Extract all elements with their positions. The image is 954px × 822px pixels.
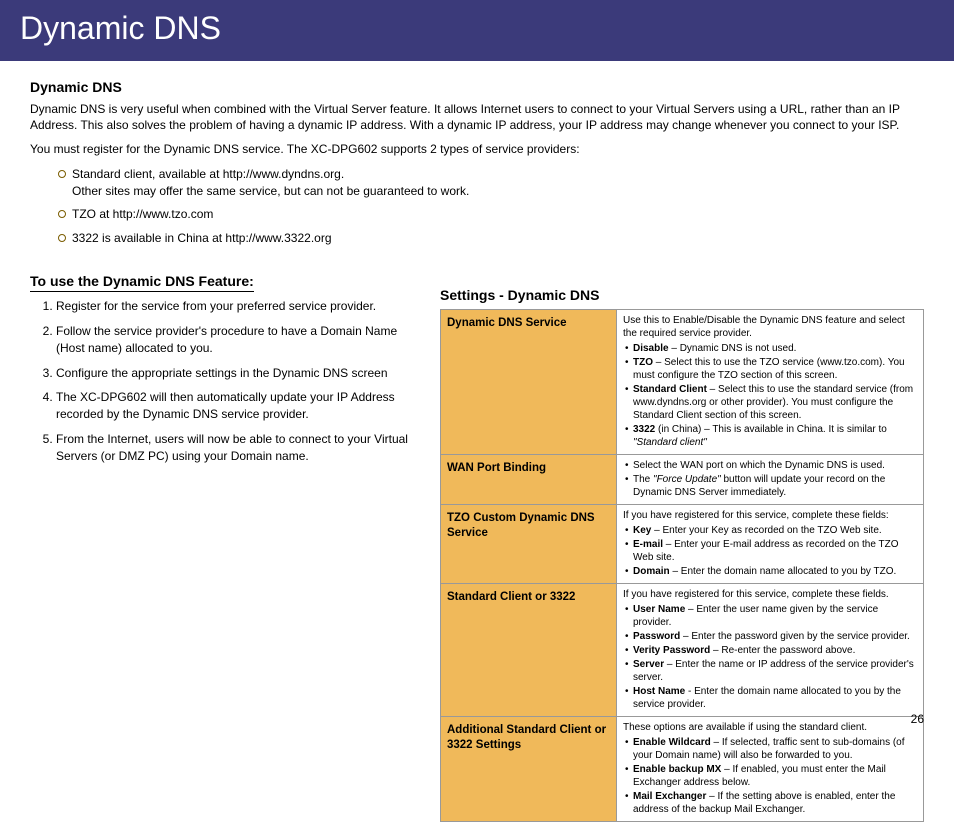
provider-item-standard: Standard client, available at http://www… — [72, 166, 924, 201]
usage-heading: To use the Dynamic DNS Feature: — [30, 273, 254, 292]
intro-p1: Dynamic DNS is very useful when combined… — [30, 101, 924, 133]
page-content: Dynamic DNS Dynamic DNS is very useful w… — [0, 61, 954, 822]
settings-table: Dynamic DNS Service Use this to Enable/D… — [440, 309, 924, 822]
step-3: Configure the appropriate settings in th… — [56, 365, 420, 382]
row-standard: Standard Client or 3322 If you have regi… — [441, 584, 924, 717]
tzo-domain: Domain – Enter the domain name allocated… — [625, 565, 917, 578]
left-column: To use the Dynamic DNS Feature: Register… — [30, 273, 420, 472]
service-opt-standard: Standard Client – Select this to use the… — [625, 383, 917, 422]
row-wan: WAN Port Binding Select the WAN port on … — [441, 455, 924, 505]
addl-mailex: Mail Exchanger – If the setting above is… — [625, 790, 917, 816]
std-hostname: Host Name - Enter the domain name alloca… — [625, 685, 917, 711]
tzo-email: E-mail – Enter your E-mail address as re… — [625, 538, 917, 564]
row-dns-service: Dynamic DNS Service Use this to Enable/D… — [441, 310, 924, 455]
label-wan: WAN Port Binding — [441, 455, 617, 505]
two-column-layout: To use the Dynamic DNS Feature: Register… — [30, 273, 924, 822]
provider-item-tzo: TZO at http://www.tzo.com — [72, 206, 924, 223]
provider-item-line2: Other sites may offer the same service, … — [72, 184, 469, 198]
desc-wan: Select the WAN port on which the Dynamic… — [617, 455, 924, 505]
label-additional: Additional Standard Client or 3322 Setti… — [441, 717, 617, 822]
row-additional: Additional Standard Client or 3322 Setti… — [441, 717, 924, 822]
tzo-intro: If you have registered for this service,… — [623, 509, 917, 522]
service-opt-3322: 3322 (in China) – This is available in C… — [625, 423, 917, 449]
provider-item-line1: Standard client, available at http://www… — [72, 167, 344, 181]
step-5: From the Internet, users will now be abl… — [56, 431, 420, 465]
service-opt-disable: Disable – Dynamic DNS is not used. — [625, 342, 917, 355]
usage-steps: Register for the service from your prefe… — [30, 298, 420, 464]
std-verify: Verity Password – Re-enter the password … — [625, 644, 917, 657]
service-opt-tzo: TZO – Select this to use the TZO service… — [625, 356, 917, 382]
label-standard: Standard Client or 3322 — [441, 584, 617, 717]
std-username: User Name – Enter the user name given by… — [625, 603, 917, 629]
label-dns-service: Dynamic DNS Service — [441, 310, 617, 455]
addl-wildcard: Enable Wildcard – If selected, traffic s… — [625, 736, 917, 762]
std-password: Password – Enter the password given by t… — [625, 630, 917, 643]
addl-backupmx: Enable backup MX – If enabled, you must … — [625, 763, 917, 789]
wan-item-2: The "Force Update" button will update yo… — [625, 473, 917, 499]
provider-item-3322: 3322 is available in China at http://www… — [72, 230, 924, 247]
page-number: 26 — [911, 712, 924, 726]
desc-additional: These options are available if using the… — [617, 717, 924, 822]
desc-dns-service: Use this to Enable/Disable the Dynamic D… — [617, 310, 924, 455]
step-4: The XC-DPG602 will then automatically up… — [56, 389, 420, 423]
right-column: Settings - Dynamic DNS Dynamic DNS Servi… — [440, 273, 924, 822]
desc-standard: If you have registered for this service,… — [617, 584, 924, 717]
wan-item-1: Select the WAN port on which the Dynamic… — [625, 459, 917, 472]
settings-heading: Settings - Dynamic DNS — [440, 287, 924, 303]
intro-p2: You must register for the Dynamic DNS se… — [30, 141, 924, 157]
row-tzo: TZO Custom Dynamic DNS Service If you ha… — [441, 505, 924, 584]
page-header-title: Dynamic DNS — [20, 10, 221, 46]
std-intro: If you have registered for this service,… — [623, 588, 917, 601]
intro-heading: Dynamic DNS — [30, 79, 924, 95]
provider-list: Standard client, available at http://www… — [30, 166, 924, 248]
desc-tzo: If you have registered for this service,… — [617, 505, 924, 584]
std-server: Server – Enter the name or IP address of… — [625, 658, 917, 684]
page-header: Dynamic DNS — [0, 0, 954, 61]
step-2: Follow the service provider's procedure … — [56, 323, 420, 357]
step-1: Register for the service from your prefe… — [56, 298, 420, 315]
label-tzo: TZO Custom Dynamic DNS Service — [441, 505, 617, 584]
service-intro: Use this to Enable/Disable the Dynamic D… — [623, 314, 917, 340]
addl-intro: These options are available if using the… — [623, 721, 917, 734]
tzo-key: Key – Enter your Key as recorded on the … — [625, 524, 917, 537]
